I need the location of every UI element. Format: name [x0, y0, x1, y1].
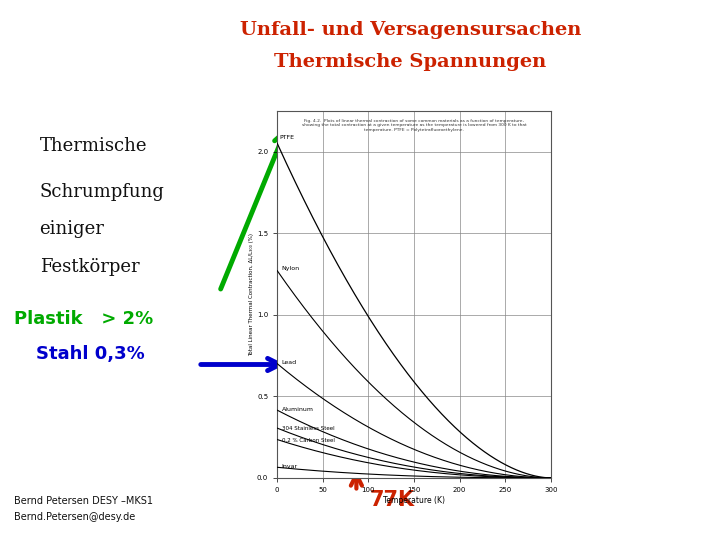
Text: Nylon: Nylon [282, 266, 300, 271]
Y-axis label: Total Linear Thermal Contraction, ΔL/L₃₀₀ (%): Total Linear Thermal Contraction, ΔL/L₃₀… [249, 233, 254, 356]
Text: Aluminum: Aluminum [282, 407, 314, 412]
Text: Unfall- und Versagensursachen: Unfall- und Versagensursachen [240, 21, 581, 39]
Text: einiger: einiger [40, 220, 104, 239]
Text: Festkörper: Festkörper [40, 258, 139, 276]
Text: Schrumpfung: Schrumpfung [40, 183, 164, 201]
Text: Thermische: Thermische [40, 137, 147, 155]
Text: Thermische Spannungen: Thermische Spannungen [274, 53, 546, 71]
Text: Lead: Lead [282, 360, 297, 365]
Text: PTFE: PTFE [279, 135, 294, 140]
Text: 304 Stainless Steel: 304 Stainless Steel [282, 427, 334, 431]
Text: Bernd Petersen DESY –MKS1: Bernd Petersen DESY –MKS1 [14, 496, 153, 506]
Text: 77K: 77K [370, 489, 415, 510]
Text: Bernd.Petersen@desy.de: Bernd.Petersen@desy.de [14, 512, 135, 522]
Text: Stahl 0,3%: Stahl 0,3% [36, 345, 145, 363]
Text: 0.2 % Carbon Steel: 0.2 % Carbon Steel [282, 438, 335, 443]
Text: Fig. 4.2.  Plots of linear thermal contraction of some common materials as a fun: Fig. 4.2. Plots of linear thermal contra… [302, 119, 526, 132]
X-axis label: Temperature (K): Temperature (K) [383, 496, 445, 505]
Text: Plastik   > 2%: Plastik > 2% [14, 309, 153, 328]
Text: Invar: Invar [282, 464, 298, 469]
